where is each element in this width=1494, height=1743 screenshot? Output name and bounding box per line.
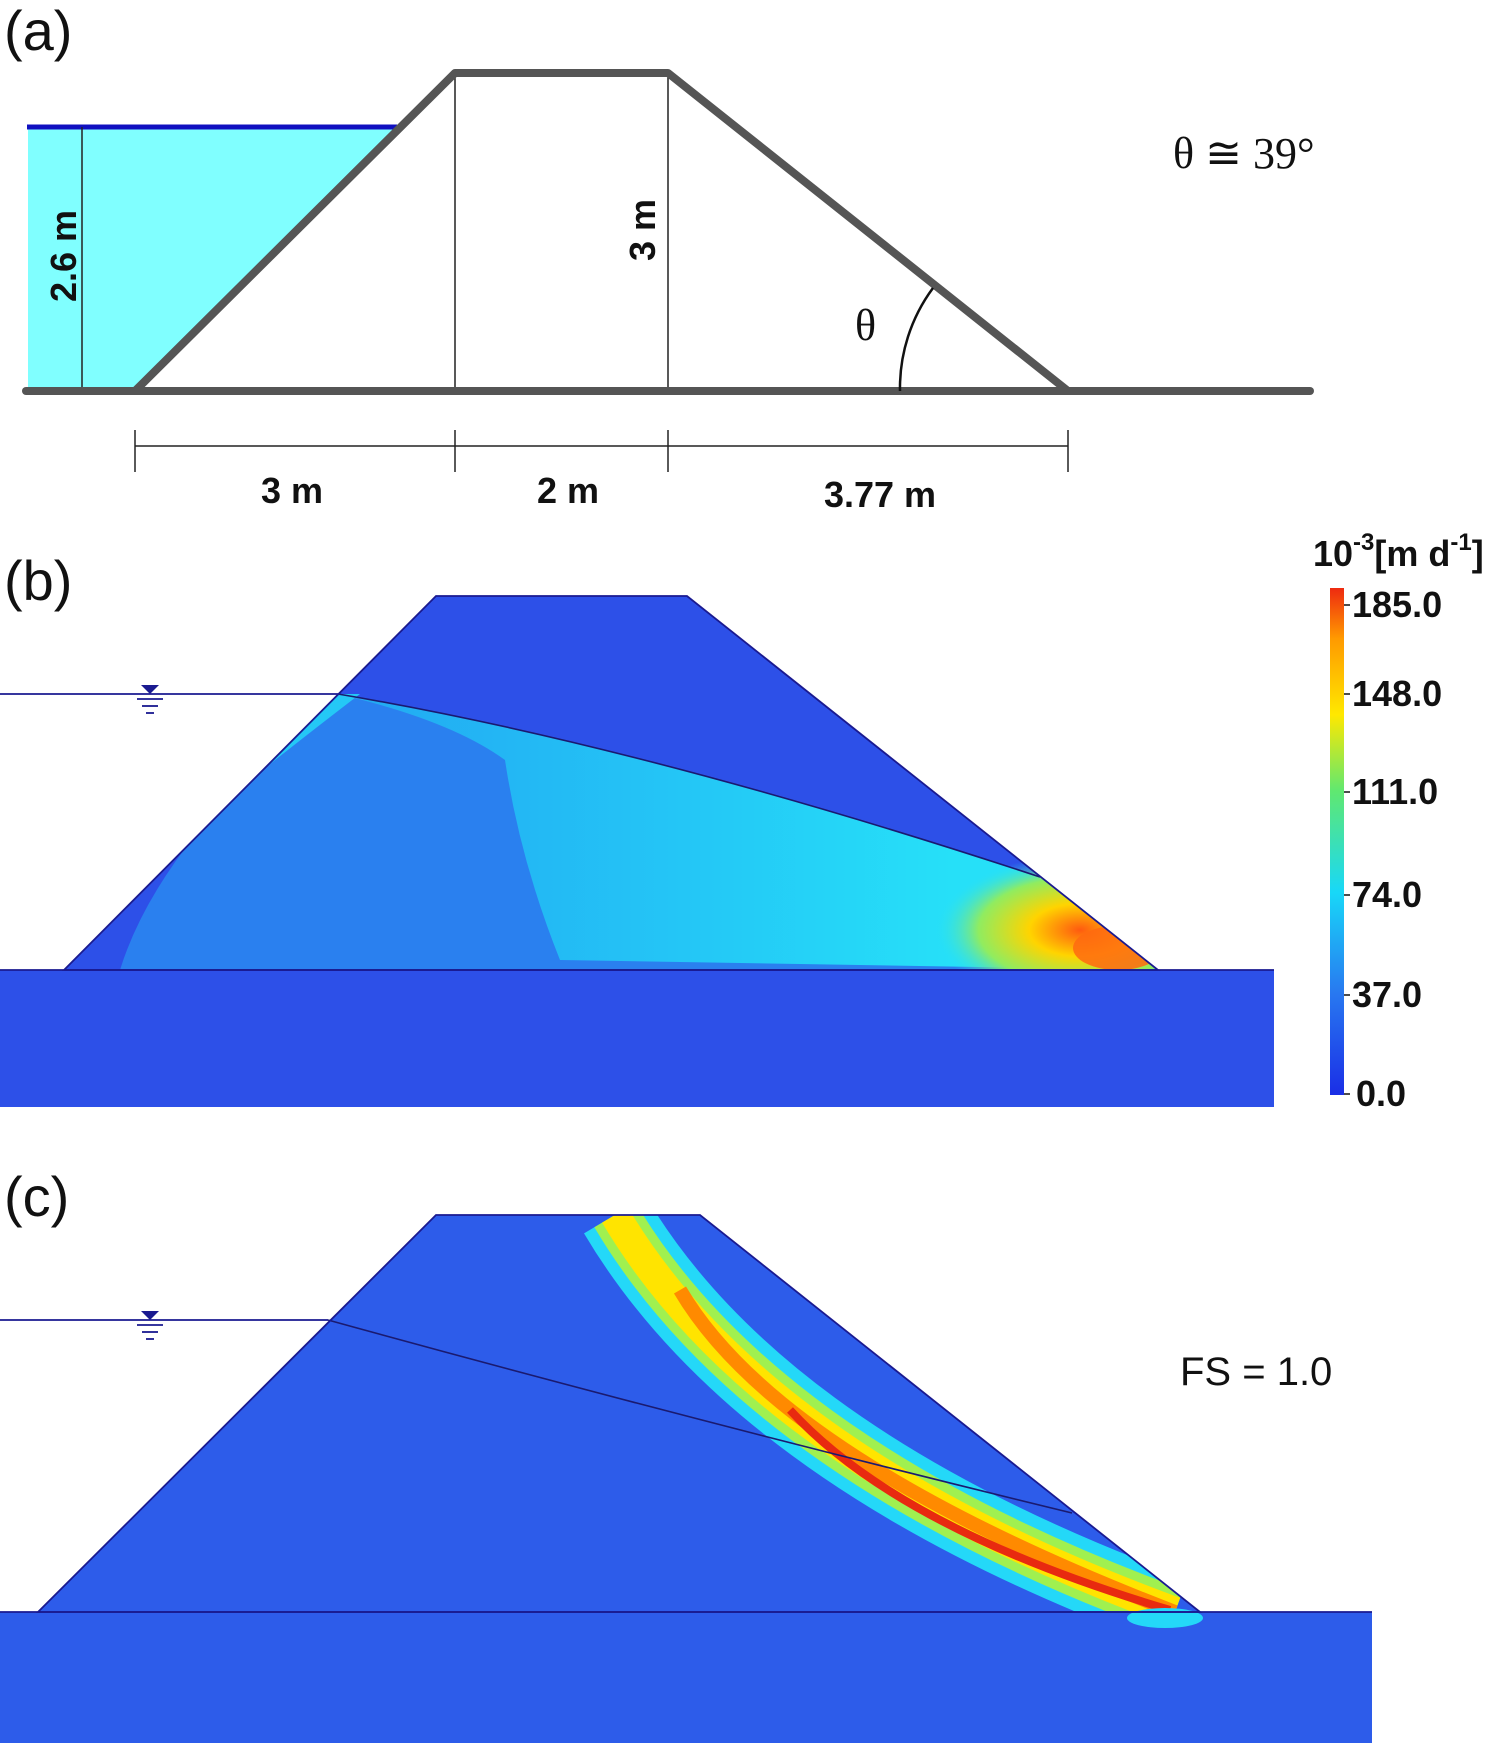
- colorbar-unit-label: 10-3[m d-1]: [1313, 529, 1484, 574]
- dam-height-label: 3 m: [622, 199, 663, 261]
- foundation-layer: [0, 970, 1274, 1107]
- panel-c: (c) FS = 1.0: [0, 1165, 1372, 1743]
- angle-symbol: θ: [855, 301, 876, 350]
- width-crest-label: 2 m: [537, 470, 599, 511]
- colorbar-tick-label: 148.0: [1352, 673, 1442, 714]
- panel-c-letter: (c): [4, 1165, 69, 1228]
- panel-b: (b) 10-3[m d-1] 185.0 148.0 111.0 74.0 37.0 0…: [0, 529, 1484, 1114]
- water-height-label: 2.6 m: [43, 210, 84, 302]
- dam-outline: [132, 69, 1071, 395]
- colorbar-ticks: 185.0 148.0 111.0 74.0 37.0 0.0: [1344, 584, 1442, 1114]
- width-right-label: 3.77 m: [824, 474, 936, 515]
- width-left-label: 3 m: [261, 470, 323, 511]
- colorbar-tick-label: 185.0: [1352, 584, 1442, 625]
- factor-of-safety-label: FS = 1.0: [1180, 1350, 1332, 1394]
- shear-band-high: [673, 1286, 1178, 1612]
- colorbar: [1330, 588, 1344, 1095]
- colorbar-tick-label: 74.0: [1352, 874, 1422, 915]
- phreatic-line: [337, 693, 1041, 878]
- shear-band-peak: [787, 1407, 1172, 1612]
- panel-b-letter: (b): [4, 549, 72, 612]
- angle-arc: [898, 287, 935, 392]
- colorbar-tick-label: 37.0: [1352, 974, 1422, 1015]
- phreatic-line: [327, 1319, 1073, 1514]
- colorbar-tick-label: 111.0: [1352, 771, 1438, 812]
- panel-a: (a) 2.6 m 3 m θ θ ≅ 39° 3 m 2 m 3.77 m: [4, 0, 1315, 515]
- foundation-layer: [0, 1612, 1372, 1743]
- colorbar-tick-label: 0.0: [1356, 1073, 1406, 1114]
- water-level-triangle-icon: [141, 685, 159, 694]
- shear-band-toe: [1127, 1608, 1203, 1628]
- water-level-triangle-icon: [141, 1311, 159, 1320]
- angle-value-label: θ ≅ 39°: [1173, 129, 1315, 178]
- panel-a-letter: (a): [4, 0, 72, 62]
- reservoir-water: [28, 127, 396, 391]
